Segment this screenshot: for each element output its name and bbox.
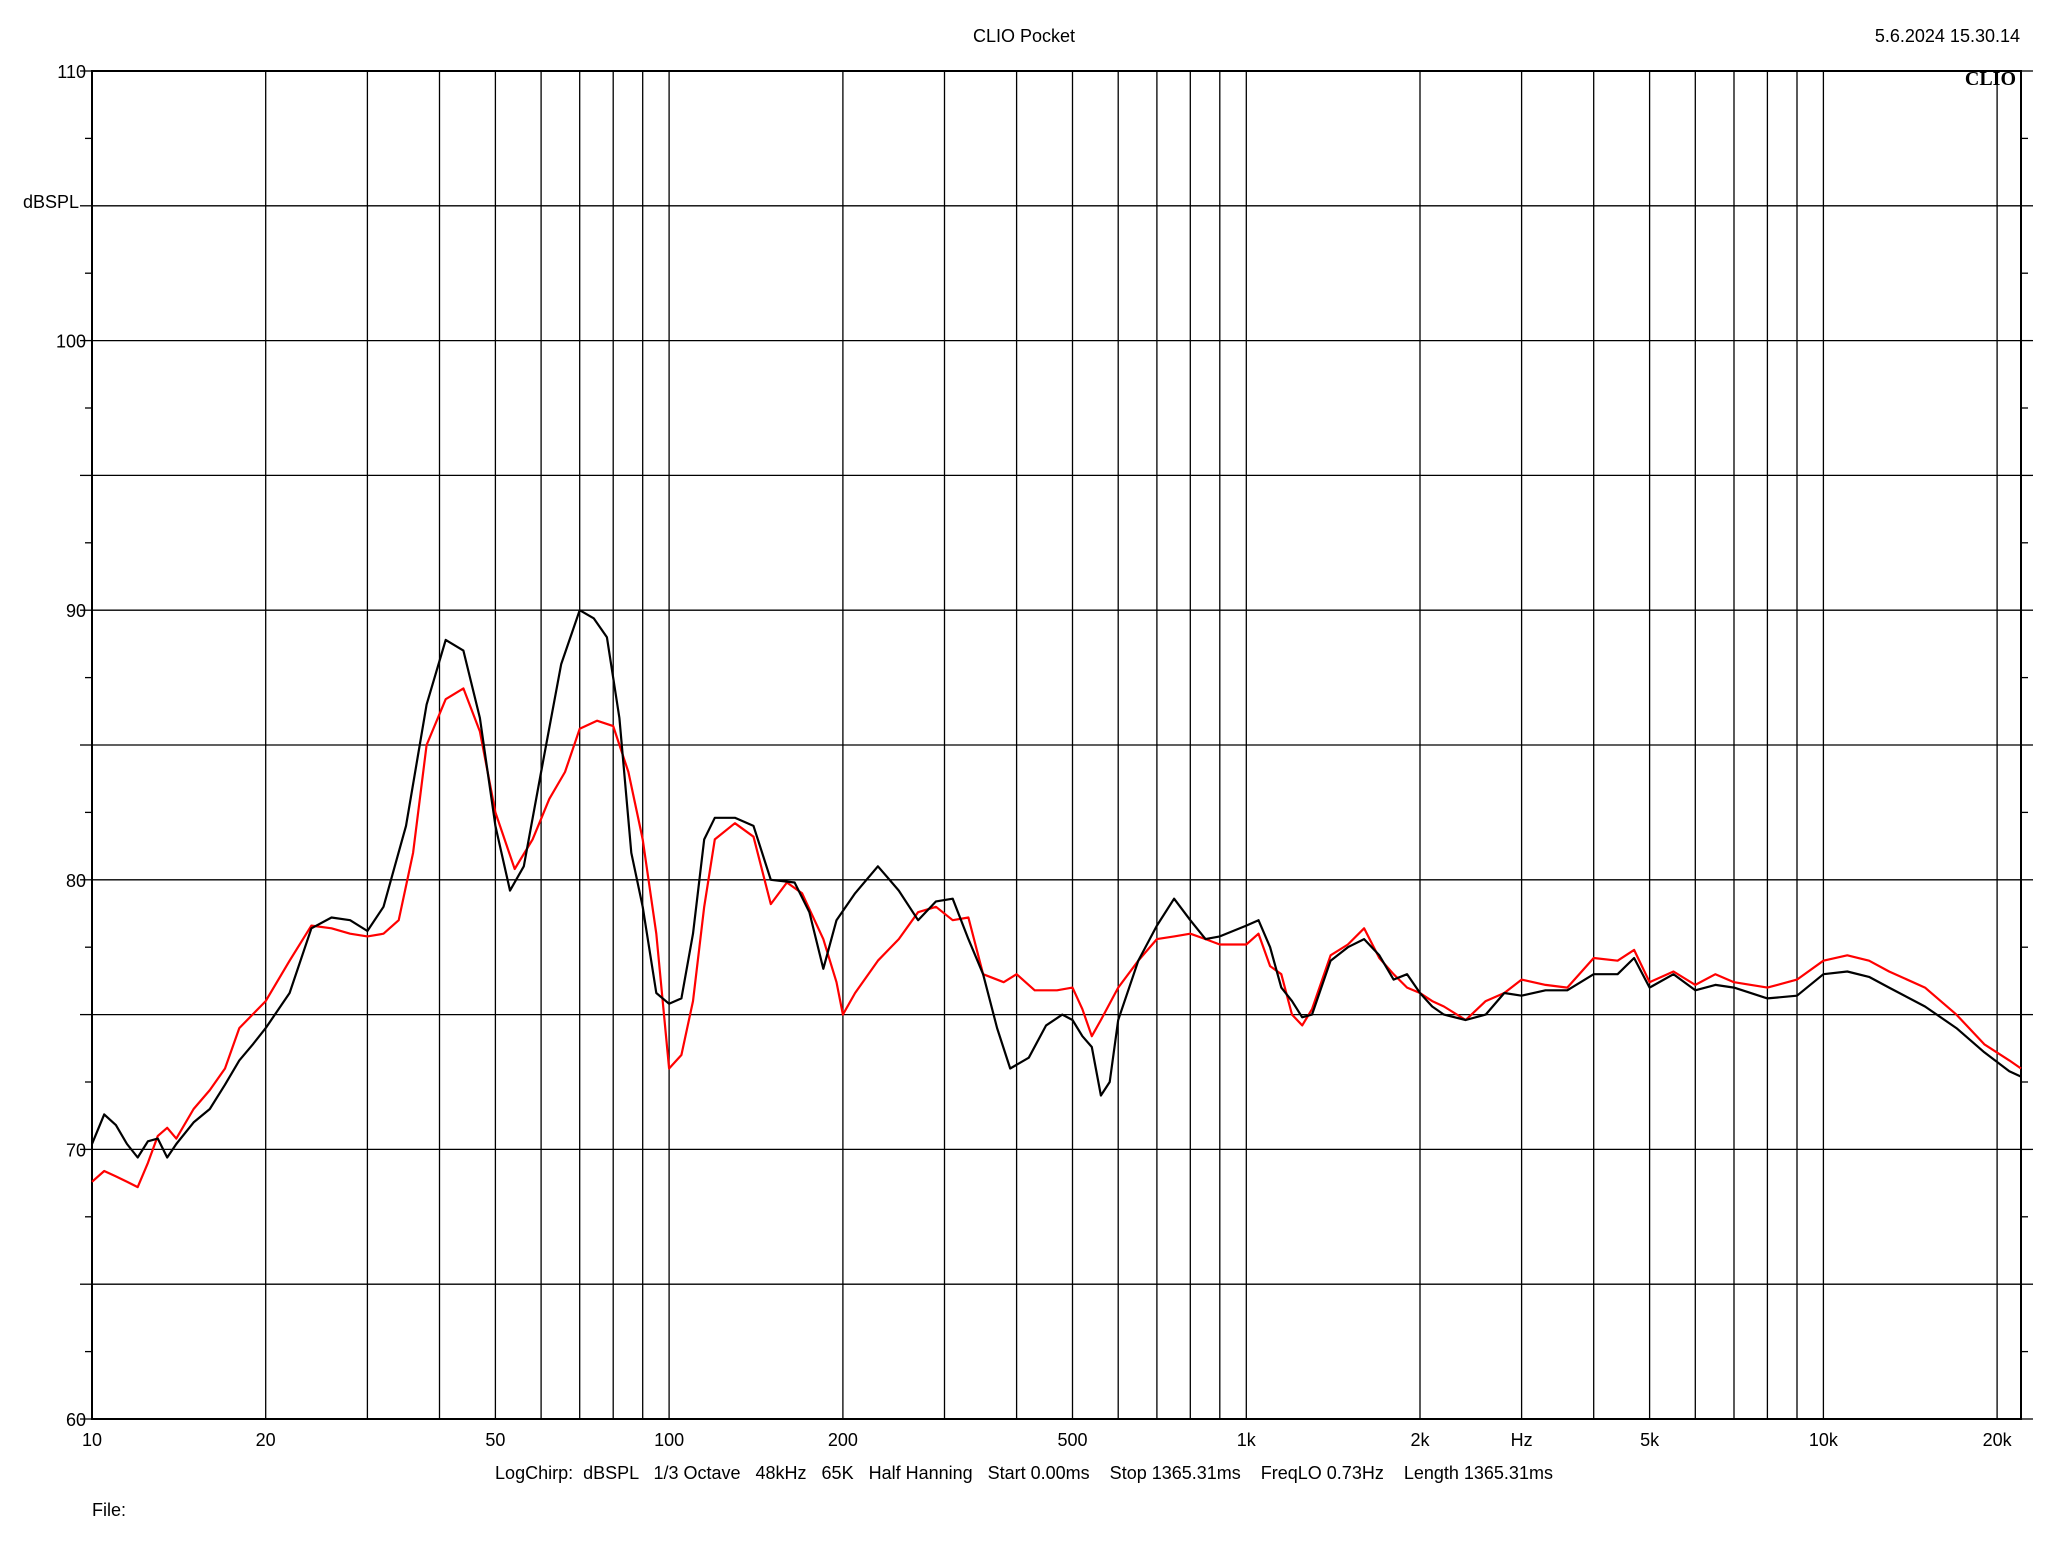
x-tick-label: 1k bbox=[1237, 1430, 1257, 1450]
series-line-0 bbox=[90, 609, 2022, 1159]
series-layer bbox=[90, 609, 2022, 1189]
x-tick-label: 2k bbox=[1410, 1430, 1430, 1450]
x-tick-label: 10k bbox=[1809, 1430, 1839, 1450]
x-tick-label: 20k bbox=[1983, 1430, 2013, 1450]
y-axis-label: dBSPL bbox=[23, 192, 79, 212]
x-axis-unit-label: Hz bbox=[1511, 1430, 1533, 1450]
grid bbox=[92, 71, 2021, 1419]
clio-logo: CLIO bbox=[1965, 68, 2016, 90]
x-tick-label: 10 bbox=[82, 1430, 102, 1450]
y-tick-label: 60 bbox=[66, 1410, 86, 1430]
series-line-1 bbox=[91, 687, 2022, 1189]
x-tick-label: 100 bbox=[654, 1430, 684, 1450]
axis-ticks bbox=[80, 70, 2033, 1420]
y-tick-label: 110 bbox=[57, 62, 86, 82]
x-tick-label: 5k bbox=[1640, 1430, 1660, 1450]
x-axis-tick-labels: 10 20 50 100 200 500 1k 2k 5k 10k 20k bbox=[82, 1430, 2013, 1450]
chart-title: CLIO Pocket bbox=[973, 26, 1075, 46]
file-label: File: bbox=[92, 1500, 126, 1520]
x-tick-label: 500 bbox=[1057, 1430, 1087, 1450]
y-axis-tick-labels: 60 70 80 90 100 110 bbox=[56, 62, 86, 1430]
y-tick-label: 70 bbox=[66, 1140, 86, 1160]
x-tick-label: 20 bbox=[256, 1430, 276, 1450]
y-tick-label: 80 bbox=[66, 871, 86, 891]
y-tick-label: 90 bbox=[66, 601, 86, 621]
x-tick-label: 200 bbox=[828, 1430, 858, 1450]
timestamp: 5.6.2024 15.30.14 bbox=[1875, 26, 2020, 46]
measurement-settings: LogChirp: dBSPL 1/3 Octave 48kHz 65K Hal… bbox=[495, 1463, 1553, 1483]
x-tick-label: 50 bbox=[485, 1430, 505, 1450]
y-tick-label: 100 bbox=[56, 332, 86, 352]
